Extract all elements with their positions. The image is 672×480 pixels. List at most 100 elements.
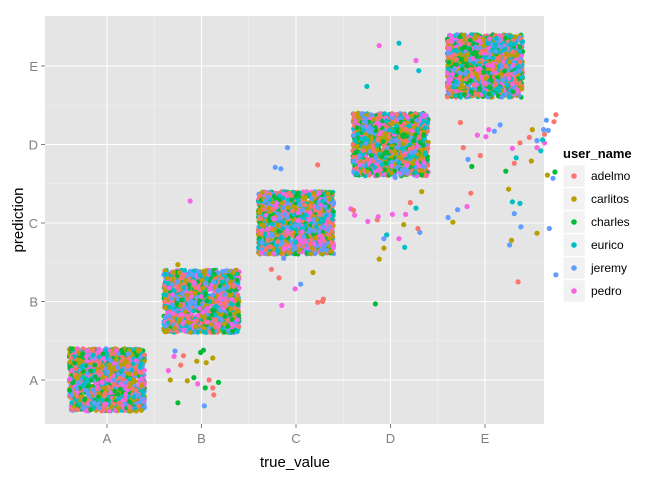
cluster-point xyxy=(200,310,206,315)
cluster-point xyxy=(205,305,211,311)
cluster-point xyxy=(205,319,211,325)
cluster-point xyxy=(77,401,82,407)
cluster-point xyxy=(234,277,240,283)
cluster-point xyxy=(135,392,141,398)
cluster-point xyxy=(123,391,129,397)
cluster-point xyxy=(203,280,209,286)
cluster-point xyxy=(132,379,138,384)
cluster-point xyxy=(138,365,143,370)
cluster-point xyxy=(311,216,316,222)
cluster-point xyxy=(318,247,324,253)
cluster-point xyxy=(230,270,236,276)
cluster-point xyxy=(74,390,80,395)
cluster-point xyxy=(184,292,190,298)
cluster-point xyxy=(185,314,191,320)
cluster-point xyxy=(120,397,126,403)
cluster-point xyxy=(200,285,206,291)
cluster-point xyxy=(201,329,207,335)
cluster-point xyxy=(111,377,116,383)
cluster-point xyxy=(180,321,186,327)
cluster-point xyxy=(280,220,286,225)
cluster-point xyxy=(163,271,168,277)
cluster-point xyxy=(120,372,126,378)
cluster-point xyxy=(139,383,145,389)
cluster-point xyxy=(138,398,144,404)
cluster-point xyxy=(130,361,136,367)
cluster-point xyxy=(315,205,321,211)
cluster-point xyxy=(190,272,196,278)
cluster-point xyxy=(204,276,210,281)
cluster-point xyxy=(285,205,291,211)
cluster-point xyxy=(174,301,180,306)
cluster-point xyxy=(265,194,271,200)
cluster-point xyxy=(127,404,132,410)
cluster-point xyxy=(227,312,233,317)
cluster-point xyxy=(108,390,114,396)
cluster-B-B xyxy=(161,267,242,336)
cluster-point xyxy=(218,316,224,322)
cluster-point xyxy=(92,374,98,380)
cluster-point xyxy=(129,386,135,391)
cluster-point xyxy=(192,280,197,285)
cluster-point xyxy=(118,381,124,387)
cluster-point xyxy=(179,275,185,281)
cluster-point xyxy=(299,229,305,235)
cluster-point xyxy=(282,211,288,217)
cluster-point xyxy=(265,226,270,232)
cluster-point xyxy=(83,387,89,393)
cluster-point xyxy=(166,285,172,291)
cluster-point xyxy=(85,348,91,353)
cluster-point xyxy=(260,189,265,195)
cluster-point xyxy=(222,268,228,274)
cluster-point xyxy=(74,375,80,381)
cluster-point xyxy=(197,273,203,278)
cluster-point xyxy=(96,354,102,360)
cluster-point xyxy=(105,377,110,383)
cluster-point xyxy=(326,196,332,202)
cluster-point xyxy=(120,354,125,360)
cluster-point xyxy=(90,347,96,353)
cluster-point xyxy=(269,221,275,227)
cluster-point xyxy=(280,195,286,201)
cluster-point xyxy=(236,313,242,318)
cluster-point xyxy=(301,234,307,240)
cluster-point xyxy=(134,358,139,363)
cluster-point xyxy=(178,312,184,317)
cluster-point xyxy=(174,279,180,285)
cluster-point xyxy=(261,222,266,228)
cluster-point xyxy=(119,368,125,373)
cluster-point xyxy=(113,347,119,353)
cluster-point xyxy=(222,321,228,327)
cluster-point xyxy=(111,365,117,371)
cluster-point xyxy=(270,207,276,212)
cluster-point xyxy=(213,312,219,318)
cluster-point xyxy=(84,376,90,382)
cluster-point xyxy=(235,317,241,323)
cluster-point xyxy=(86,392,91,398)
cluster-point xyxy=(303,223,308,229)
cluster-point xyxy=(297,238,303,244)
cluster-point xyxy=(219,279,225,285)
cluster-point xyxy=(234,296,240,302)
cluster-point xyxy=(70,407,75,413)
cluster-point xyxy=(88,368,93,374)
cluster-point xyxy=(213,325,218,330)
cluster-point xyxy=(197,306,203,311)
cluster-point xyxy=(97,405,103,411)
cluster-point xyxy=(312,251,318,257)
cluster-point xyxy=(256,210,262,216)
cluster-point xyxy=(80,364,86,370)
cluster-point xyxy=(142,352,147,358)
cluster-point xyxy=(296,217,302,223)
cluster-point xyxy=(331,245,336,251)
cluster-point xyxy=(260,227,265,233)
cluster-point xyxy=(140,392,146,398)
cluster-point xyxy=(127,408,133,414)
cluster-point xyxy=(290,247,296,253)
cluster-point xyxy=(163,292,169,298)
cluster-point xyxy=(322,204,328,209)
cluster-point xyxy=(198,294,204,300)
cluster-point xyxy=(84,358,90,364)
minor-grid xyxy=(45,16,544,424)
cluster-point xyxy=(325,191,331,197)
